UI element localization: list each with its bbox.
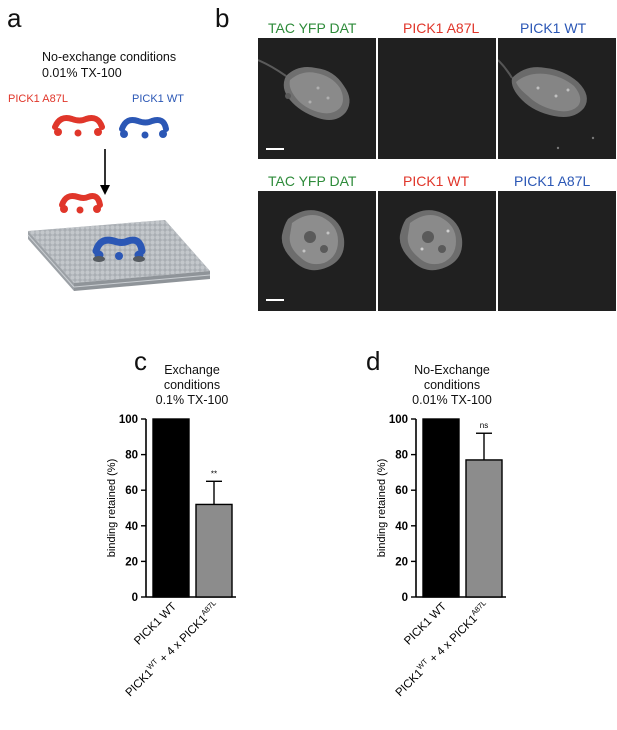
micrograph-r2-channel-2 <box>378 191 496 311</box>
panel-letter-d: d <box>366 346 381 376</box>
row1-title-3: PICK1 WT <box>520 20 587 36</box>
chart-d-title-line-3: 0.01% TX-100 <box>412 393 492 407</box>
y-tick-label: 40 <box>125 521 138 533</box>
y-tick-label: 0 <box>132 592 138 604</box>
x-tick-label: PICK1 WT <box>402 601 449 648</box>
y-tick-label: 0 <box>402 592 408 604</box>
panel-letter-c: c <box>134 346 147 376</box>
scale-bar <box>266 148 284 150</box>
chart-c-title-line-3: 0.1% TX-100 <box>155 393 229 407</box>
row2-title-2: PICK1 WT <box>403 173 470 189</box>
red-dimer-icon <box>52 115 105 137</box>
chart-c-title-line-1: Exchange <box>164 363 220 377</box>
panel-letter-b: b <box>215 3 230 33</box>
y-axis-title: binding retained (%) <box>376 459 388 557</box>
y-tick-label: 100 <box>119 414 138 426</box>
significance-label: ** <box>211 469 217 478</box>
scale-bar <box>266 299 284 301</box>
significance-label: ns <box>480 421 488 430</box>
y-axis-title: binding retained (%) <box>106 459 118 557</box>
micrograph-r1-channel-3 <box>498 38 616 159</box>
bar <box>422 418 460 598</box>
micrograph-r2-channel-3 <box>498 191 616 311</box>
exchange-schematic <box>27 115 211 291</box>
row1-title-1: TAC YFP DAT <box>268 20 357 36</box>
chart-c-title-line-2: conditions <box>163 378 221 392</box>
pick1-wt-label: PICK1 WT <box>132 93 184 105</box>
micrograph-r2-tac-yfp-dat <box>258 191 376 311</box>
bar <box>195 503 233 598</box>
pick1-a87l-label: PICK1 A87L <box>8 93 68 105</box>
chart-c-title: Exchange conditions 0.1% TX-100 <box>142 363 242 408</box>
bar-chart-c: binding retained (%) 0 20 40 60 80 100 PICK1 WT… <box>106 414 236 699</box>
row2-title-3: PICK1 A87L <box>514 173 591 189</box>
bar <box>465 459 503 598</box>
bar-chart-d: binding retained (%) 0 20 40 60 80 100 PICK1 WT… <box>376 414 506 699</box>
y-tick-label: 20 <box>125 556 138 568</box>
red-dimer-unbound-icon <box>59 193 103 214</box>
condition-label: No-exchange conditions <box>42 50 177 64</box>
membrane-icon <box>27 220 211 291</box>
y-tick-label: 80 <box>395 450 408 462</box>
detergent-label: 0.01% TX-100 <box>42 66 122 80</box>
down-arrow-icon <box>100 149 110 195</box>
panel-letter-a: a <box>7 3 22 33</box>
y-tick-label: 100 <box>389 414 408 426</box>
chart-d-title-line-2: conditions <box>423 378 481 392</box>
bar <box>152 418 190 598</box>
chart-d-title-line-1: No-Exchange <box>414 363 490 377</box>
blue-dimer-icon <box>119 117 169 139</box>
row2-title-1: TAC YFP DAT <box>268 173 357 189</box>
y-tick-label: 60 <box>125 485 138 497</box>
y-tick-label: 80 <box>125 450 138 462</box>
micrograph-r1-channel-2 <box>378 38 496 159</box>
x-tick-label: PICK1 WT <box>132 601 179 648</box>
row1-title-2: PICK1 A87L <box>403 20 480 36</box>
micrograph-r1-tac-yfp-dat <box>258 38 376 159</box>
y-tick-label: 40 <box>395 521 408 533</box>
blue-dimer-bound-icon <box>92 236 146 262</box>
chart-d-title: No-Exchange conditions 0.01% TX-100 <box>402 363 502 408</box>
y-tick-label: 20 <box>395 556 408 568</box>
y-tick-label: 60 <box>395 485 408 497</box>
